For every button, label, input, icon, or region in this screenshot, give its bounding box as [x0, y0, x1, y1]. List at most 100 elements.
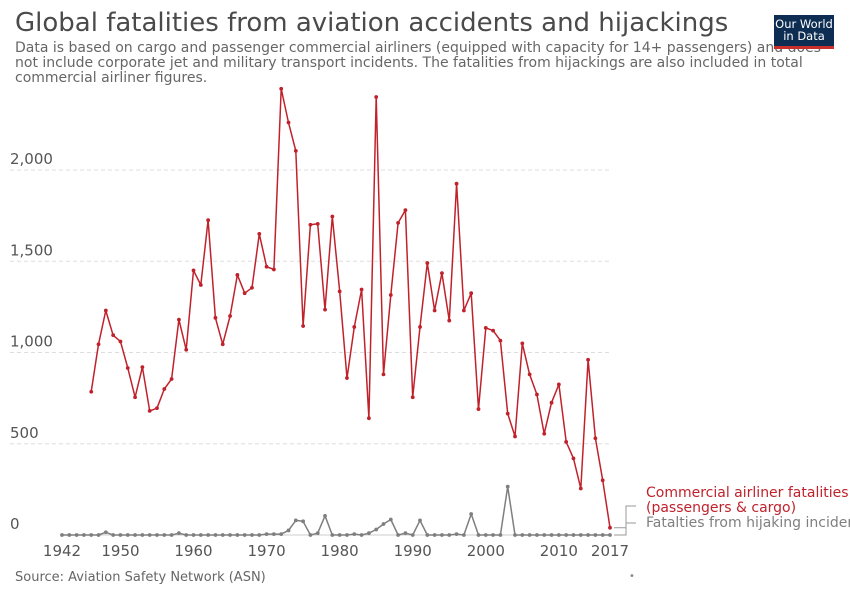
- data-point: [286, 120, 291, 125]
- data-point: [184, 347, 189, 352]
- data-point: [374, 527, 379, 532]
- series-line-1: [62, 485, 610, 536]
- data-point: [396, 533, 401, 537]
- data-point: [593, 533, 598, 537]
- data-point: [549, 533, 554, 537]
- x-tick-label: 2000: [467, 542, 505, 560]
- data-point: [330, 214, 335, 219]
- data-point: [191, 533, 196, 537]
- data-point: [125, 366, 130, 370]
- y-tick-label: 2,000: [10, 150, 53, 168]
- x-tick-label: 1942: [43, 542, 81, 560]
- data-point: [184, 533, 189, 537]
- data-point: [359, 287, 364, 292]
- data-point: [111, 533, 116, 537]
- data-point: [286, 528, 291, 533]
- data-point: [447, 533, 452, 537]
- series-line-0: [90, 88, 611, 528]
- options-dot-icon[interactable]: •: [629, 571, 635, 582]
- data-point: [454, 532, 459, 536]
- data-point: [140, 533, 145, 537]
- data-point: [293, 518, 298, 523]
- data-point: [520, 341, 525, 346]
- x-tick-label: 1980: [321, 542, 359, 560]
- data-point: [169, 377, 174, 381]
- data-point: [381, 372, 386, 377]
- data-point: [133, 395, 137, 400]
- data-point: [571, 533, 576, 537]
- data-point: [432, 533, 437, 537]
- data-point: [103, 530, 108, 535]
- data-point: [498, 533, 503, 537]
- legend-label: Fatalties from hijaking incidents: [646, 515, 850, 531]
- data-point: [447, 318, 452, 323]
- data-point: [271, 532, 276, 536]
- x-tick-label: 1990: [394, 542, 432, 560]
- data-point: [440, 271, 444, 276]
- data-point: [315, 531, 320, 536]
- data-point: [301, 324, 306, 328]
- data-point: [177, 531, 181, 536]
- data-point: [177, 317, 181, 322]
- data-point: [483, 325, 488, 330]
- data-point: [264, 264, 269, 269]
- data-point: [345, 533, 349, 537]
- data-point: [410, 533, 415, 537]
- data-point: [403, 531, 408, 536]
- x-tick-label: 1970: [247, 542, 285, 560]
- data-point: [461, 533, 466, 537]
- data-point: [147, 533, 152, 537]
- data-point: [74, 533, 79, 537]
- data-point: [418, 518, 422, 523]
- data-point: [220, 533, 225, 537]
- chart-title: Global fatalities from aviation accident…: [15, 8, 729, 38]
- data-point: [118, 339, 123, 344]
- data-point: [162, 533, 167, 537]
- data-point: [513, 434, 517, 439]
- data-point: [67, 533, 72, 537]
- data-point: [608, 533, 612, 537]
- x-tick-label: 2010: [540, 542, 578, 560]
- legend-connector: [614, 505, 636, 529]
- data-point: [82, 533, 86, 537]
- data-point: [315, 221, 320, 226]
- data-point: [454, 181, 459, 186]
- data-point: [206, 218, 211, 223]
- data-point: [608, 525, 612, 530]
- data-point: [520, 533, 525, 537]
- data-point: [235, 533, 240, 537]
- data-point: [198, 533, 203, 537]
- data-point: [410, 395, 415, 400]
- data-point: [564, 533, 569, 537]
- y-tick-label: 1,000: [10, 333, 53, 351]
- data-point: [440, 533, 444, 537]
- data-point: [476, 407, 481, 411]
- data-point: [308, 533, 313, 537]
- data-point: [396, 221, 401, 225]
- data-point: [345, 376, 349, 380]
- data-point: [513, 533, 517, 537]
- data-point: [140, 365, 145, 369]
- data-point: [323, 513, 327, 518]
- data-point: [60, 533, 64, 537]
- data-point: [242, 533, 247, 537]
- data-point: [461, 308, 466, 313]
- y-tick-label: 0: [10, 515, 20, 533]
- y-tick-label: 500: [10, 424, 39, 442]
- data-point: [374, 95, 379, 99]
- data-point: [425, 261, 430, 265]
- data-point: [578, 486, 583, 491]
- data-point: [491, 533, 495, 537]
- data-point: [469, 512, 474, 516]
- data-point: [198, 283, 203, 287]
- data-point: [169, 533, 174, 537]
- data-point: [220, 342, 225, 347]
- owid-logo[interactable]: Our World in Data: [774, 15, 834, 49]
- source-note: Source: Aviation Safety Network (ASN): [15, 570, 266, 585]
- data-point: [96, 533, 101, 537]
- data-point: [549, 400, 554, 405]
- data-point: [155, 533, 159, 537]
- data-point: [366, 416, 371, 421]
- data-point: [352, 325, 357, 329]
- data-point: [228, 314, 232, 318]
